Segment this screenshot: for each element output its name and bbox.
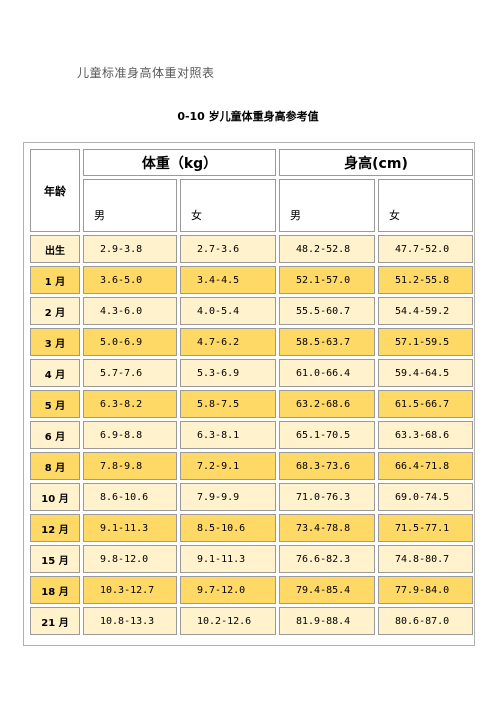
weight-boy-cell: 5.0-6.9 (83, 328, 177, 356)
age-cell: 18 月 (30, 576, 80, 604)
table-row: 15 月 9.8-12.0 9.1-11.3 76.6-82.3 74.8-80.7 (30, 545, 473, 573)
weight-girl-cell: 3.4-4.5 (180, 266, 276, 294)
height-girl-cell: 54.4-59.2 (378, 297, 473, 325)
weight-height-table: 年龄 体重（kg） 身高(cm) 男 女 男 女 出生 2.9-3.8 2.7-3.… (27, 146, 476, 638)
weight-boy-cell: 9.8-12.0 (83, 545, 177, 573)
weight-girl-cell: 4.7-6.2 (180, 328, 276, 356)
weight-girl-header: 女 (180, 179, 276, 232)
age-cell: 21 月 (30, 607, 80, 635)
height-boy-cell: 58.5-63.7 (279, 328, 375, 356)
weight-boy-cell: 7.8-9.8 (83, 452, 177, 480)
height-boy-cell: 73.4-78.8 (279, 514, 375, 542)
height-boy-cell: 79.4-85.4 (279, 576, 375, 604)
document-title: 儿童标准身高体重对照表 (77, 66, 215, 80)
table-row: 18 月 10.3-12.7 9.7-12.0 79.4-85.4 77.9-84.0 (30, 576, 473, 604)
table-title: 0-10 岁儿童体重身高参考值 (177, 110, 319, 123)
weight-boy-header: 男 (83, 179, 177, 232)
age-cell: 8 月 (30, 452, 80, 480)
height-boy-header: 男 (279, 179, 375, 232)
height-girl-header: 女 (378, 179, 473, 232)
age-header: 年龄 (30, 149, 80, 232)
age-cell: 15 月 (30, 545, 80, 573)
weight-boy-cell: 10.8-13.3 (83, 607, 177, 635)
weight-boy-cell: 6.3-8.2 (83, 390, 177, 418)
height-girl-cell: 63.3-68.6 (378, 421, 473, 449)
height-girl-cell: 47.7-52.0 (378, 235, 473, 263)
weight-boy-cell: 5.7-7.6 (83, 359, 177, 387)
height-boy-cell: 61.0-66.4 (279, 359, 375, 387)
weight-girl-cell: 7.9-9.9 (180, 483, 276, 511)
height-boy-cell: 52.1-57.0 (279, 266, 375, 294)
age-cell: 10 月 (30, 483, 80, 511)
age-cell: 6 月 (30, 421, 80, 449)
height-girl-cell: 57.1-59.5 (378, 328, 473, 356)
height-boy-cell: 68.3-73.6 (279, 452, 375, 480)
height-girl-cell: 80.6-87.0 (378, 607, 473, 635)
weight-girl-cell: 9.1-11.3 (180, 545, 276, 573)
height-header: 身高(cm) (279, 149, 473, 176)
table-row: 6 月 6.9-8.8 6.3-8.1 65.1-70.5 63.3-68.6 (30, 421, 473, 449)
height-girl-cell: 74.8-80.7 (378, 545, 473, 573)
table-row: 12 月 9.1-11.3 8.5-10.6 73.4-78.8 71.5-77.1 (30, 514, 473, 542)
weight-girl-cell: 2.7-3.6 (180, 235, 276, 263)
weight-girl-cell: 7.2-9.1 (180, 452, 276, 480)
height-boy-cell: 81.9-88.4 (279, 607, 375, 635)
weight-girl-cell: 10.2-12.6 (180, 607, 276, 635)
age-cell: 2 月 (30, 297, 80, 325)
weight-girl-cell: 4.0-5.4 (180, 297, 276, 325)
table-row: 8 月 7.8-9.8 7.2-9.1 68.3-73.6 66.4-71.8 (30, 452, 473, 480)
height-girl-cell: 61.5-66.7 (378, 390, 473, 418)
weight-boy-cell: 6.9-8.8 (83, 421, 177, 449)
height-boy-cell: 48.2-52.8 (279, 235, 375, 263)
height-girl-cell: 59.4-64.5 (378, 359, 473, 387)
age-cell: 1 月 (30, 266, 80, 294)
weight-boy-cell: 8.6-10.6 (83, 483, 177, 511)
height-boy-cell: 65.1-70.5 (279, 421, 375, 449)
weight-girl-cell: 9.7-12.0 (180, 576, 276, 604)
height-girl-cell: 69.0-74.5 (378, 483, 473, 511)
height-girl-cell: 51.2-55.8 (378, 266, 473, 294)
age-cell: 出生 (30, 235, 80, 263)
height-boy-cell: 76.6-82.3 (279, 545, 375, 573)
weight-girl-cell: 5.3-6.9 (180, 359, 276, 387)
weight-boy-cell: 9.1-11.3 (83, 514, 177, 542)
age-cell: 3 月 (30, 328, 80, 356)
weight-header: 体重（kg） (83, 149, 276, 176)
height-boy-cell: 55.5-60.7 (279, 297, 375, 325)
height-girl-cell: 66.4-71.8 (378, 452, 473, 480)
weight-boy-cell: 4.3-6.0 (83, 297, 177, 325)
table-row: 10 月 8.6-10.6 7.9-9.9 71.0-76.3 69.0-74.5 (30, 483, 473, 511)
weight-boy-cell: 3.6-5.0 (83, 266, 177, 294)
height-boy-cell: 71.0-76.3 (279, 483, 375, 511)
table-row: 21 月 10.8-13.3 10.2-12.6 81.9-88.4 80.6-87.0 (30, 607, 473, 635)
table-frame (23, 142, 475, 646)
table-row: 5 月 6.3-8.2 5.8-7.5 63.2-68.6 61.5-66.7 (30, 390, 473, 418)
weight-girl-cell: 6.3-8.1 (180, 421, 276, 449)
table-row: 3 月 5.0-6.9 4.7-6.2 58.5-63.7 57.1-59.5 (30, 328, 473, 356)
weight-girl-cell: 5.8-7.5 (180, 390, 276, 418)
height-girl-cell: 77.9-84.0 (378, 576, 473, 604)
weight-boy-cell: 2.9-3.8 (83, 235, 177, 263)
table-row: 4 月 5.7-7.6 5.3-6.9 61.0-66.4 59.4-64.5 (30, 359, 473, 387)
age-cell: 4 月 (30, 359, 80, 387)
table-row: 2 月 4.3-6.0 4.0-5.4 55.5-60.7 54.4-59.2 (30, 297, 473, 325)
table-row: 1 月 3.6-5.0 3.4-4.5 52.1-57.0 51.2-55.8 (30, 266, 473, 294)
weight-girl-cell: 8.5-10.6 (180, 514, 276, 542)
weight-boy-cell: 10.3-12.7 (83, 576, 177, 604)
age-cell: 12 月 (30, 514, 80, 542)
height-girl-cell: 71.5-77.1 (378, 514, 473, 542)
age-cell: 5 月 (30, 390, 80, 418)
table-row: 出生 2.9-3.8 2.7-3.6 48.2-52.8 47.7-52.0 (30, 235, 473, 263)
height-boy-cell: 63.2-68.6 (279, 390, 375, 418)
